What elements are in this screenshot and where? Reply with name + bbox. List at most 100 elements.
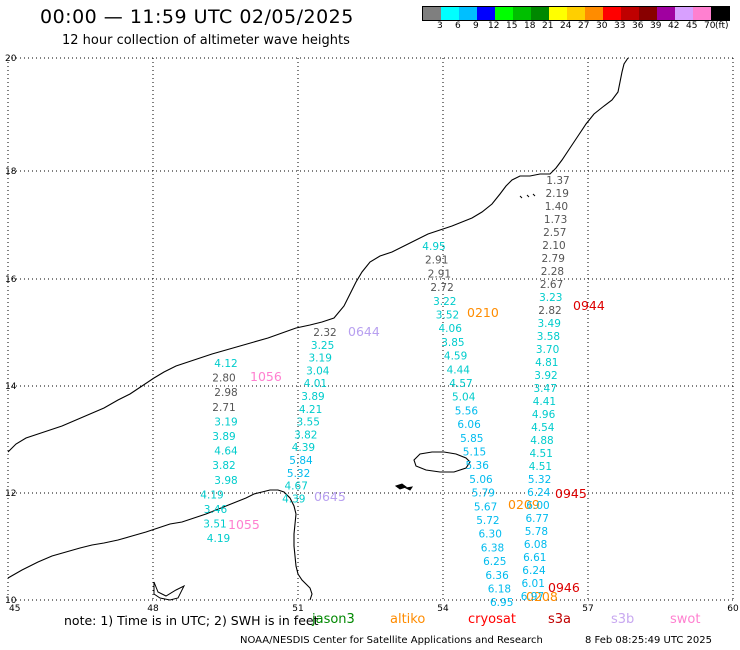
wave-height-value: 5.15: [463, 447, 486, 459]
wave-height-value: 6.38: [481, 542, 504, 554]
wave-height-value: 4.67: [285, 481, 308, 493]
wave-height-value: 3.04: [306, 365, 330, 377]
pass-time-label: 1055: [228, 517, 260, 532]
legend-label: 3: [437, 21, 443, 31]
wave-height-value: 4.01: [304, 378, 327, 390]
pass-time-label: 0208: [526, 589, 558, 604]
wave-height-value: 3.23: [539, 292, 562, 304]
wave-height-value: 5.84: [289, 455, 313, 467]
note-text: note: 1) Time is in UTC; 2) SWH is in fe…: [64, 613, 319, 628]
color-legend-bar: [422, 6, 730, 21]
wave-height-value: 2.10: [542, 240, 565, 252]
wave-height-value: 3.82: [212, 460, 235, 472]
wave-height-value: 4.21: [299, 404, 322, 416]
wave-height-value: 3.51: [203, 519, 226, 531]
wave-height-value: 5.56: [455, 405, 479, 417]
wave-height-value: 6.06: [457, 419, 481, 431]
island-socotra: [413, 451, 471, 473]
wave-height-value: 5.78: [525, 526, 548, 538]
legend-label: 30: [596, 21, 608, 31]
wave-height-value: 3.85: [441, 337, 464, 349]
pass-time-label: 0946: [548, 580, 580, 595]
wave-height-value: 2.32: [313, 327, 336, 339]
x-tick-label: 48: [147, 604, 159, 614]
y-tick-label: 10: [5, 596, 17, 606]
x-tick-label: 57: [582, 604, 593, 614]
legend-swatch: [711, 7, 729, 20]
wave-height-value: 6.95: [490, 597, 513, 609]
legend-label: 36: [632, 21, 644, 31]
wave-height-value: 3.22: [433, 296, 456, 308]
wave-height-value: 3.47: [534, 383, 557, 395]
wave-height-value: 4.64: [214, 446, 238, 458]
wave-height-value: 3.49: [538, 318, 561, 330]
wave-height-value: 5.79: [472, 488, 495, 500]
coastline-mainland: [7, 489, 313, 601]
wave-height-value: 3.19: [214, 416, 237, 428]
legend-swatch: [693, 7, 711, 20]
legend-label: 9: [473, 21, 479, 31]
wave-height-value: 2.57: [543, 227, 566, 239]
legend-swatch: [549, 7, 567, 20]
wave-height-value: 5.67: [474, 501, 497, 513]
wave-height-value: 3.98: [214, 475, 237, 487]
legend-unit: (ft): [715, 21, 729, 31]
legend-label: 70: [704, 21, 716, 31]
wave-height-value: 5.04: [452, 392, 476, 404]
wave-height-value: 6.97: [521, 591, 544, 603]
wave-height-value: 1.40: [545, 201, 568, 213]
wave-height-value: 4.95: [422, 241, 445, 253]
wave-height-value: 4.41: [533, 396, 556, 408]
mission-s3b: s3b: [611, 612, 635, 627]
legend-swatch: [495, 7, 513, 20]
wave-height-value: 6.18: [488, 584, 511, 596]
pass-time-label: 0944: [573, 298, 605, 313]
wave-height-value: 3.52: [436, 310, 459, 322]
island-small-2: [404, 486, 414, 491]
wave-height-value: 6.36: [485, 570, 509, 582]
pass-time-label: 0209: [508, 497, 540, 512]
wave-height-value: 4.19: [200, 489, 223, 501]
footer-timestamp: 8 Feb 08:25:49 UTC 2025: [585, 635, 712, 646]
wave-height-value: 5.06: [469, 474, 493, 486]
legend-label: 6: [455, 21, 461, 31]
wave-height-value: 2.91: [428, 268, 451, 280]
legend-label: 27: [578, 21, 590, 31]
legend-label: 12: [488, 21, 500, 31]
legend-label: 21: [542, 21, 554, 31]
island-small-4: [153, 581, 186, 601]
wave-height-value: 4.81: [535, 357, 558, 369]
pass-time-label: 0945: [555, 486, 587, 501]
wave-height-value: 2.91: [425, 255, 448, 267]
legend-label: 33: [614, 21, 626, 31]
page-title: 00:00 — 11:59 UTC 02/05/2025: [40, 6, 354, 28]
pass-time-label: 0645: [314, 489, 346, 504]
y-tick-label: 18: [5, 167, 17, 177]
color-legend-labels: 3 6 9 12 15 18 21 24 27 30 33 36 39 42 45 70: [422, 21, 740, 33]
wave-height-value: 4.96: [532, 409, 556, 421]
coastline-north: [7, 57, 629, 453]
legend-swatch: [477, 7, 495, 20]
y-tick-label: 12: [5, 489, 16, 499]
legend-label: 42: [668, 21, 680, 31]
wave-height-value: 3.46: [204, 504, 228, 516]
wave-height-value: 3.25: [311, 340, 334, 352]
legend-label: 45: [686, 21, 698, 31]
wave-height-value: 4.59: [444, 351, 467, 363]
legend-swatch: [639, 7, 657, 20]
wave-height-value: 1.73: [544, 214, 567, 226]
wave-height-value: 2.79: [542, 253, 565, 265]
wave-height-value: 3.89: [301, 391, 324, 403]
mission-cryosat: cryosat: [468, 612, 516, 627]
wave-height-value: 3.82: [294, 429, 317, 441]
legend-swatch: [657, 7, 675, 20]
wave-height-value: 3.19: [309, 353, 332, 365]
axis-labels: 45 48 51 54 57 60 10 12 14 16 18 20: [5, 54, 739, 614]
wave-height-value: 4.88: [530, 435, 553, 447]
x-tick-label: 60: [727, 604, 739, 614]
wave-height-value: 5.32: [528, 474, 551, 486]
wave-height-value: 4.51: [530, 448, 553, 460]
wave-height-value: 4.12: [214, 358, 237, 370]
y-tick-label: 20: [5, 54, 17, 64]
